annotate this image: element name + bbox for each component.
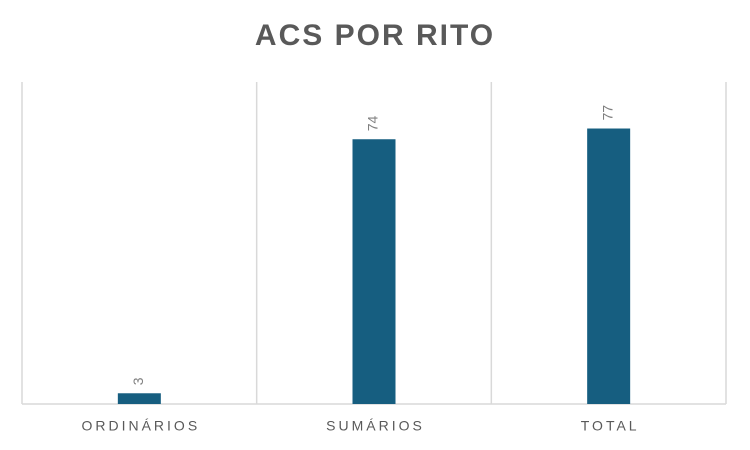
- x-tick-label: SUMÁRIOS: [326, 418, 425, 434]
- bar: [587, 128, 631, 404]
- bar: [117, 393, 161, 404]
- data-label: 3: [130, 377, 146, 385]
- x-tick-label: TOTAL: [581, 418, 640, 434]
- bar: [352, 139, 396, 404]
- data-label: 77: [599, 105, 615, 121]
- chart-title: ACS POR RITO: [255, 19, 495, 52]
- data-label: 74: [365, 115, 381, 131]
- x-tick-label: ORDINÁRIOS: [81, 418, 200, 434]
